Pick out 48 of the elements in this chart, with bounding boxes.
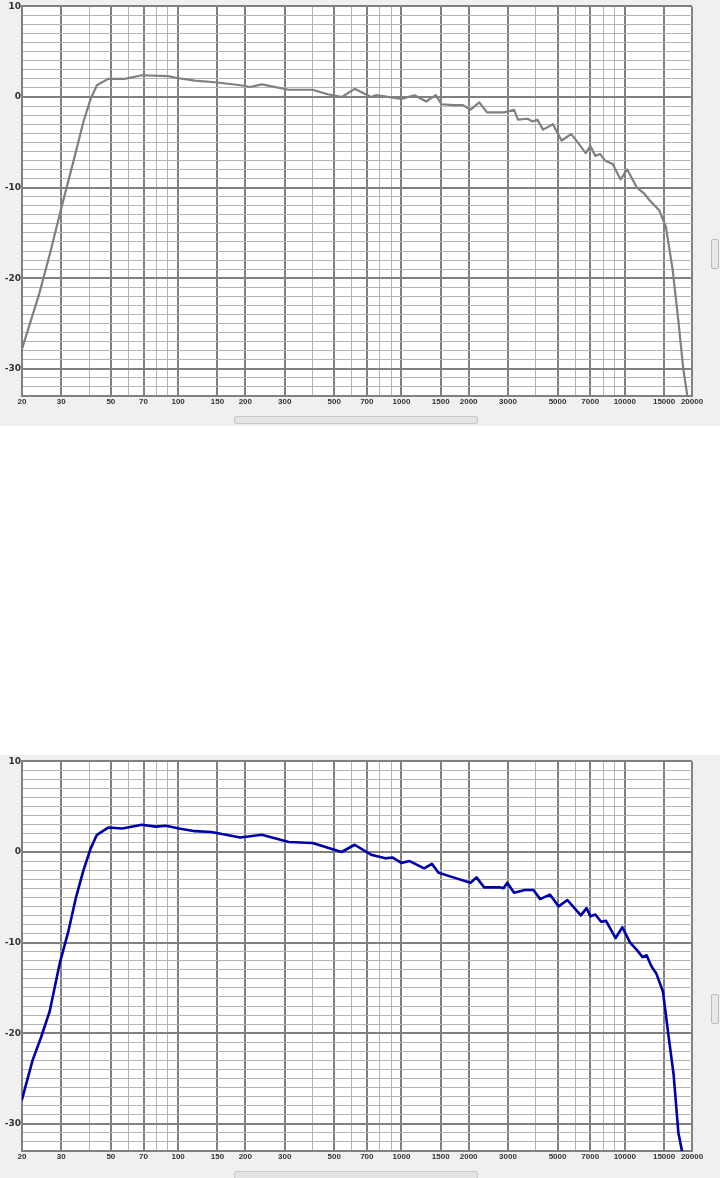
y-tick-label: -30	[4, 363, 21, 374]
x-tick-label: 2000	[459, 397, 479, 406]
x-tick-label: 5000	[548, 397, 567, 406]
x-tick-label: 200	[238, 397, 253, 406]
x-tick-label: 30	[56, 397, 67, 406]
y-tick-label: -20	[4, 1027, 21, 1038]
y-tick-label: 10	[8, 755, 21, 766]
x-tick-label: 100	[171, 1152, 186, 1161]
x-tick-label: 1000	[392, 397, 411, 406]
x-tick-label: 10000	[613, 1152, 637, 1161]
y-tick-label: -30	[4, 1118, 21, 1129]
x-tick-label: 1500	[431, 1152, 451, 1161]
x-tick-label: 5000	[548, 1152, 567, 1161]
y-tick-label: -20	[4, 272, 21, 283]
x-tick-label: 150	[210, 1152, 225, 1161]
x-tick-label: 300	[277, 1152, 292, 1161]
x-tick-label: 1000	[392, 1152, 411, 1161]
x-tick-label: 50	[106, 397, 116, 406]
x-tick-label: 500	[327, 1152, 342, 1161]
x-tick-label: 15000	[652, 397, 676, 406]
x-tick-label: 30	[56, 1152, 67, 1161]
x-tick-label: 70	[139, 1152, 149, 1161]
x-tick-label: 20	[17, 397, 27, 406]
x-tick-label: 15000	[652, 1152, 676, 1161]
x-tick-label: 150	[210, 397, 225, 406]
y-tick-label: -10	[4, 936, 21, 947]
x-tick-label: 20000	[680, 397, 704, 406]
x-tick-label: 500	[327, 397, 342, 406]
x-tick-label: 20	[17, 1152, 27, 1161]
y-tick-label: 0	[14, 91, 21, 102]
x-tick-label: 3000	[499, 1152, 518, 1161]
x-tick-label: 100	[171, 397, 186, 406]
x-tick-label: 200	[238, 1152, 253, 1161]
x-tick-label: 700	[360, 1152, 375, 1161]
x-tick-label: 300	[277, 397, 292, 406]
x-tick-label: 3000	[499, 397, 518, 406]
x-tick-label: 1500	[431, 397, 451, 406]
y-tick-label: 0	[14, 846, 21, 857]
x-tick-label: 10000	[613, 397, 637, 406]
x-tick-label: 2000	[459, 1152, 479, 1161]
y-tick-label: -10	[4, 181, 21, 192]
x-tick-label: 7000	[581, 397, 600, 406]
x-tick-label: 700	[360, 397, 375, 406]
x-tick-label: 20000	[680, 1152, 704, 1161]
x-tick-label: 50	[106, 1152, 116, 1161]
x-tick-label: 7000	[581, 1152, 600, 1161]
y-tick-label: 10	[8, 0, 21, 11]
x-tick-label: 70	[139, 397, 149, 406]
